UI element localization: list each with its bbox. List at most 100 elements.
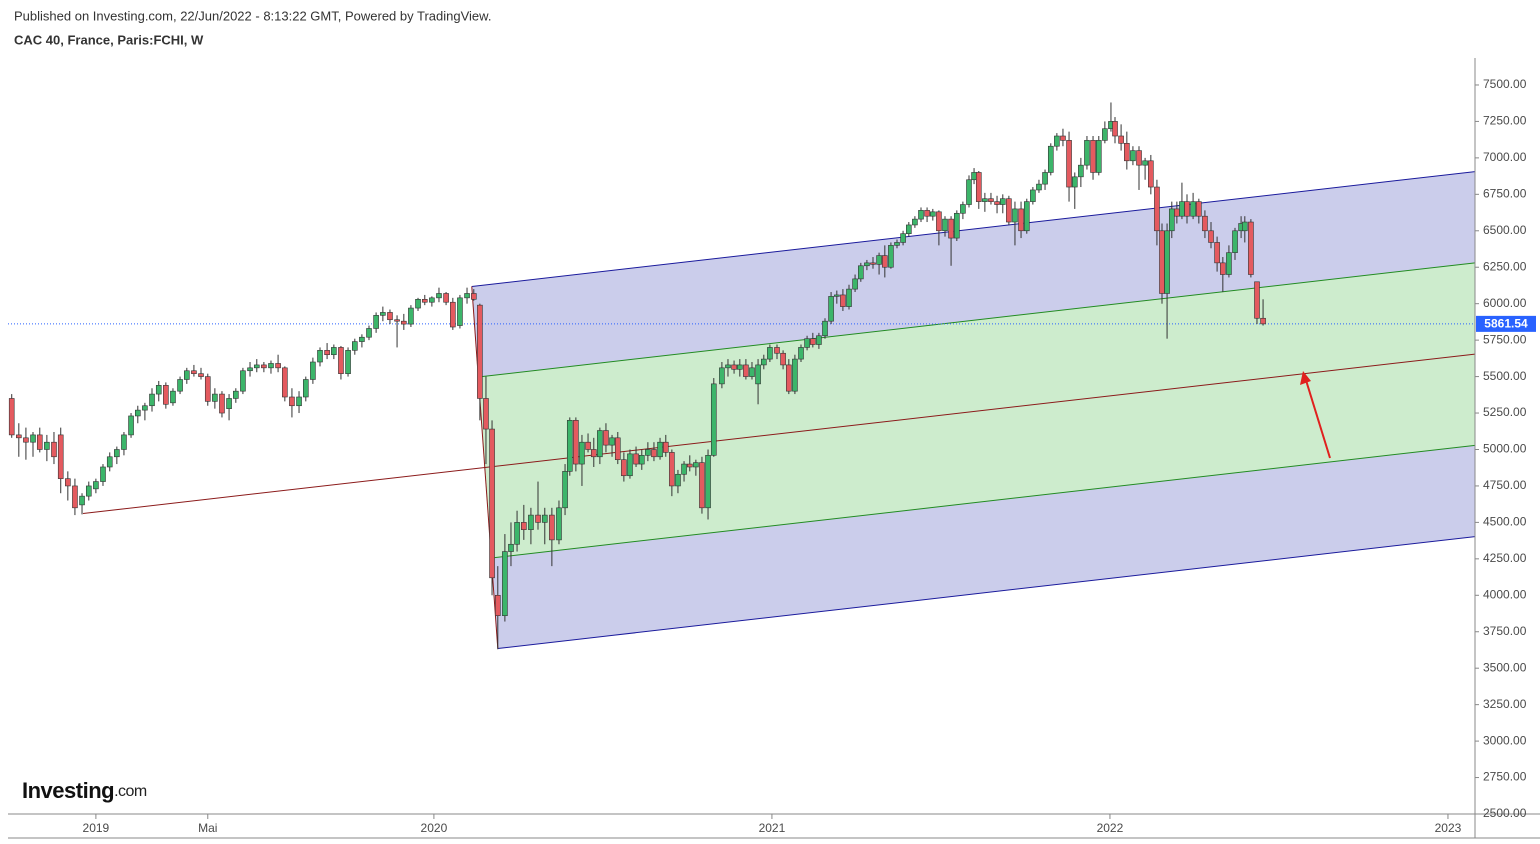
candle-body bbox=[204, 376, 211, 402]
candle-body bbox=[657, 441, 663, 458]
candle-body bbox=[282, 367, 288, 398]
pitchfork-tine bbox=[478, 262, 1476, 378]
candle-body bbox=[870, 262, 876, 265]
candle-body bbox=[1012, 208, 1018, 223]
candle-body bbox=[508, 543, 514, 552]
candle-body bbox=[737, 364, 743, 370]
candle-body bbox=[483, 398, 489, 430]
y-tick-label: 5000.00 bbox=[1483, 442, 1527, 456]
candle-body bbox=[93, 481, 99, 490]
candle-body bbox=[1154, 186, 1160, 232]
candle-body bbox=[579, 441, 585, 465]
candle-body bbox=[275, 363, 281, 369]
candle-body bbox=[573, 420, 579, 465]
candle-body bbox=[128, 415, 134, 436]
candle-body bbox=[198, 373, 204, 377]
candle-body bbox=[79, 495, 85, 506]
candle-body bbox=[541, 514, 548, 523]
y-tick-label: 2750.00 bbox=[1483, 770, 1527, 784]
candle-body bbox=[627, 453, 633, 477]
candle-body bbox=[219, 393, 225, 414]
pitchfork-band bbox=[484, 354, 1475, 559]
candle-body bbox=[30, 434, 36, 443]
candle-body bbox=[852, 278, 858, 290]
candle-body bbox=[590, 449, 597, 458]
candle-body bbox=[999, 198, 1006, 205]
candle-body bbox=[699, 462, 705, 509]
candle-body bbox=[191, 370, 197, 374]
candle-body bbox=[521, 522, 527, 530]
candle-body bbox=[614, 437, 621, 460]
y-tick-label: 6750.00 bbox=[1483, 186, 1527, 200]
candle-body bbox=[149, 393, 155, 407]
y-tick-label: 4750.00 bbox=[1483, 478, 1527, 492]
candle-body bbox=[828, 296, 834, 322]
pitchfork-lines bbox=[8, 171, 1476, 650]
candle-body bbox=[936, 211, 942, 232]
candle-body bbox=[85, 485, 92, 497]
candle-body bbox=[345, 350, 351, 374]
candle-body bbox=[1078, 164, 1084, 178]
candle-body bbox=[261, 364, 267, 369]
last-price-label: 5861.54 bbox=[1484, 317, 1528, 331]
candle-body bbox=[743, 364, 749, 377]
candle-body bbox=[1130, 150, 1136, 162]
candle-body bbox=[36, 434, 43, 450]
candle-body bbox=[57, 434, 64, 479]
candle-body bbox=[988, 198, 994, 202]
candle-body bbox=[302, 379, 309, 398]
candle-body bbox=[421, 299, 428, 303]
candle-body bbox=[798, 347, 804, 360]
candle-body bbox=[317, 350, 323, 363]
candle-body bbox=[436, 293, 442, 299]
y-tick-label: 3750.00 bbox=[1483, 624, 1527, 638]
pitchfork-median bbox=[82, 353, 1476, 514]
candle-body bbox=[1232, 230, 1238, 253]
candle-body bbox=[1190, 201, 1196, 217]
candle-body bbox=[177, 379, 183, 392]
candle-body bbox=[792, 358, 798, 392]
annotation-arrow bbox=[1304, 376, 1331, 459]
candle-body bbox=[535, 514, 541, 523]
candle-body bbox=[1102, 128, 1108, 141]
candle-body bbox=[786, 364, 792, 392]
candle-body bbox=[1196, 201, 1202, 217]
candle-body bbox=[268, 363, 274, 369]
candle-body bbox=[1248, 221, 1254, 275]
candle-body bbox=[494, 594, 501, 617]
candle-body bbox=[1220, 262, 1226, 275]
x-tick-label: 2020 bbox=[421, 821, 448, 835]
candle-body bbox=[906, 224, 912, 234]
candle-body bbox=[686, 463, 693, 468]
candle-body bbox=[1159, 230, 1165, 294]
candle-body bbox=[621, 459, 627, 477]
last-price-tag bbox=[1476, 315, 1536, 332]
logo: Investing.com bbox=[22, 778, 147, 803]
candle-body bbox=[72, 485, 78, 509]
candle-body bbox=[8, 398, 15, 436]
candle-body bbox=[1164, 230, 1170, 294]
candle-body bbox=[514, 522, 520, 545]
candle-body bbox=[142, 405, 148, 411]
candle-body bbox=[1174, 208, 1180, 217]
candle-body bbox=[464, 293, 470, 299]
x-tick-label: 2023 bbox=[1435, 821, 1462, 835]
y-tick-label: 4250.00 bbox=[1483, 551, 1527, 565]
candle-body bbox=[767, 347, 773, 360]
candle-body bbox=[1095, 140, 1102, 173]
candle-body bbox=[1242, 221, 1248, 232]
candle-body bbox=[1060, 135, 1066, 141]
candle-body bbox=[387, 312, 393, 321]
candle-body bbox=[489, 428, 495, 579]
candle-body bbox=[16, 434, 22, 439]
y-tick-label: 5750.00 bbox=[1483, 332, 1527, 346]
candle-body bbox=[1023, 201, 1030, 232]
y-tick-label: 3250.00 bbox=[1483, 697, 1527, 711]
candle-body bbox=[982, 198, 988, 202]
candle-body bbox=[1136, 150, 1142, 166]
candle-body bbox=[226, 398, 232, 409]
candle-body bbox=[609, 437, 615, 446]
candle-body bbox=[840, 294, 846, 307]
logo-name: Investing bbox=[22, 778, 114, 803]
candle-body bbox=[1124, 142, 1130, 162]
